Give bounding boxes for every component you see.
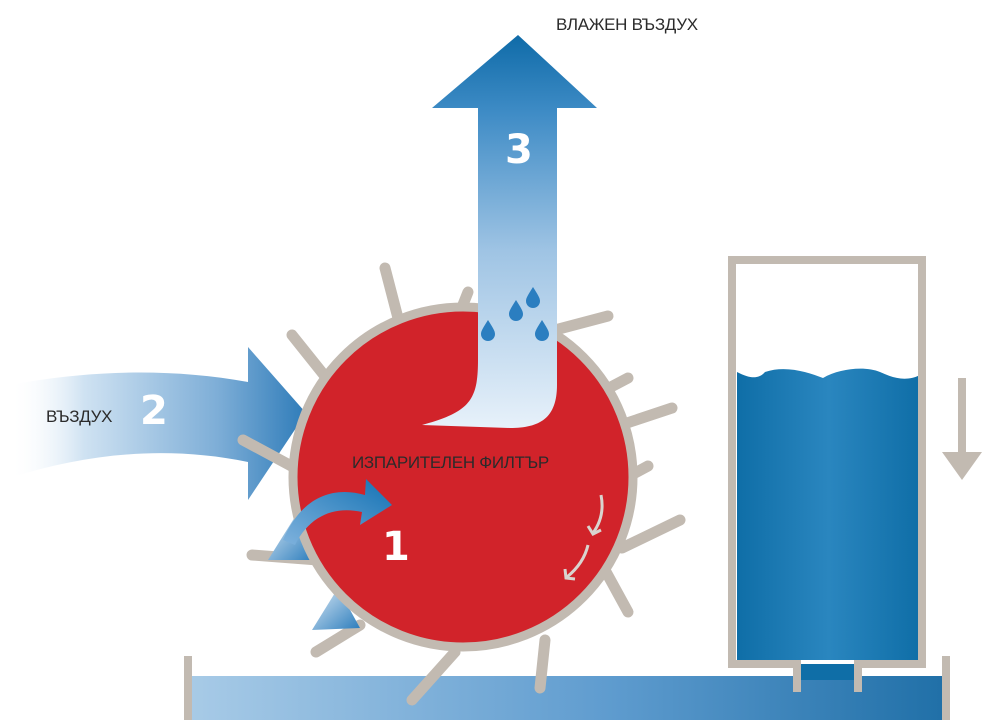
humid-air-arrow bbox=[422, 35, 597, 428]
evaporative-filter bbox=[288, 302, 638, 652]
water-drop-icon bbox=[481, 287, 549, 341]
filter-label: ИЗПАРИТЕЛЕН ФИЛТЪР bbox=[352, 453, 549, 472]
step-number-1: 1 bbox=[382, 524, 410, 570]
curl-arrow bbox=[283, 479, 392, 545]
water-channel bbox=[184, 656, 950, 720]
down-arrow-icon bbox=[942, 378, 982, 480]
step-number-2: 2 bbox=[140, 388, 168, 434]
air-label: ВЪЗДУХ bbox=[46, 407, 112, 426]
humid-air-label: ВЛАЖЕН ВЪЗДУХ bbox=[556, 15, 698, 34]
incoming-air-arrow bbox=[10, 347, 306, 500]
rotation-arrow-icon bbox=[563, 494, 604, 581]
water-tank bbox=[728, 256, 926, 692]
step-number-3: 3 bbox=[505, 127, 533, 173]
